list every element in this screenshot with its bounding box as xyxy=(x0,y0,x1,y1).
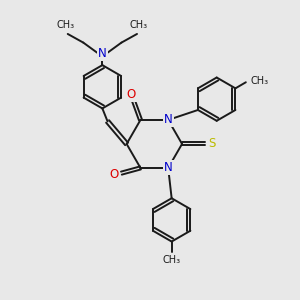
Text: O: O xyxy=(126,88,136,101)
Text: CH₃: CH₃ xyxy=(250,76,268,85)
Text: N: N xyxy=(164,161,172,174)
Text: CH₃: CH₃ xyxy=(130,20,148,31)
Text: CH₃: CH₃ xyxy=(163,255,181,266)
Text: CH₃: CH₃ xyxy=(57,20,75,31)
Text: S: S xyxy=(209,137,216,150)
Text: O: O xyxy=(110,168,119,182)
Text: N: N xyxy=(98,47,107,60)
Text: N: N xyxy=(164,113,172,126)
